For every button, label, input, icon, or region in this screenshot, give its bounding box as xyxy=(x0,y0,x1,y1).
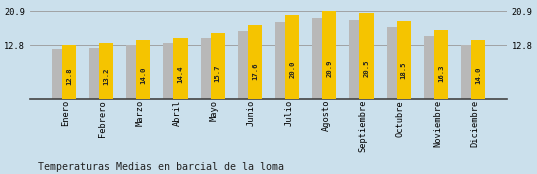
Text: 17.6: 17.6 xyxy=(252,63,258,80)
Bar xyxy=(285,15,299,98)
Bar xyxy=(163,43,178,98)
Text: 13.2: 13.2 xyxy=(103,67,109,85)
Text: 14.0: 14.0 xyxy=(140,66,146,84)
Text: 12.8: 12.8 xyxy=(66,68,72,85)
Bar xyxy=(434,30,448,98)
Bar xyxy=(136,40,150,98)
Text: 20.5: 20.5 xyxy=(364,60,369,77)
Bar xyxy=(275,22,289,98)
Bar xyxy=(397,21,411,98)
Bar xyxy=(89,48,103,98)
Text: 20.9: 20.9 xyxy=(326,59,332,77)
Bar xyxy=(461,45,475,98)
Text: 15.7: 15.7 xyxy=(215,65,221,82)
Bar xyxy=(201,38,215,98)
Bar xyxy=(238,31,252,98)
Bar xyxy=(126,45,140,98)
Text: 16.3: 16.3 xyxy=(438,64,444,81)
Text: 18.5: 18.5 xyxy=(401,62,407,79)
Text: 14.4: 14.4 xyxy=(178,66,184,84)
Bar xyxy=(387,27,401,98)
Text: Temperaturas Medias en barcial de la loma: Temperaturas Medias en barcial de la lom… xyxy=(38,162,284,172)
Text: 14.0: 14.0 xyxy=(475,66,481,84)
Bar xyxy=(248,25,262,98)
Bar xyxy=(62,45,76,98)
Text: 20.0: 20.0 xyxy=(289,60,295,78)
Bar xyxy=(359,13,374,98)
Bar xyxy=(471,40,485,98)
Bar xyxy=(322,11,336,98)
Bar xyxy=(99,43,113,98)
Bar xyxy=(173,38,187,98)
Bar xyxy=(312,18,326,98)
Bar xyxy=(350,20,364,98)
Bar xyxy=(211,33,225,98)
Bar xyxy=(52,49,66,98)
Bar xyxy=(424,36,438,98)
